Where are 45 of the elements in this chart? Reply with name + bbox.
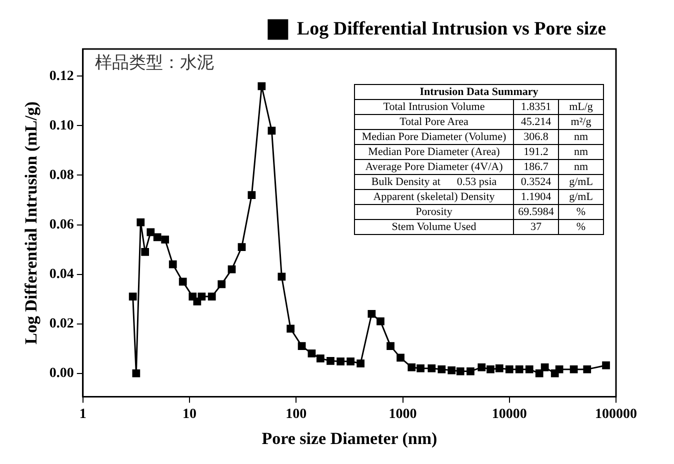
y-axis-title: Log Differential Intrusion (mL/g) (22, 101, 41, 344)
annotation: Average Pore Diameter (4V/A) (354, 160, 514, 174)
annotation: % (558, 220, 604, 234)
annotation: Intrusion Data Summary (354, 84, 604, 100)
annotation: Total Pore Area (354, 114, 514, 130)
x-tick-label: 10000 (492, 406, 527, 422)
x-tick-label: 100000 (595, 406, 637, 422)
legend-label: Log Differential Intrusion vs Pore size (296, 18, 606, 40)
annotation: nm (558, 130, 604, 144)
annotation: 69.5984 (514, 204, 558, 220)
y-tick-label: 0.06 (49, 217, 74, 232)
annotation: 1.8351 (514, 100, 558, 114)
y-tick-label: 0.12 (49, 68, 74, 84)
y-tick-label: 0.10 (49, 118, 74, 134)
annotation: m²/g (558, 114, 604, 130)
chart-title: 样品类型：水泥 (94, 52, 214, 73)
annotation: Median Pore Diameter (Volume) (354, 130, 514, 144)
y-tick-label: 0.04 (49, 266, 74, 282)
annotation: 0.3524 (514, 174, 558, 190)
annotation: 191.2 (514, 144, 558, 160)
annotation: Stem Volume Used (354, 220, 514, 234)
annotation: 186.7 (514, 160, 558, 174)
x-tick-label: 10 (182, 406, 197, 422)
annotation: 37 (514, 220, 558, 234)
y-tick-label: 0.00 (49, 366, 74, 381)
annotation: mL/g (558, 100, 604, 114)
x-tick-label: 1 (79, 406, 86, 422)
x-tick-label: 1000 (388, 406, 417, 422)
annotation: % (558, 204, 604, 220)
annotation: 306.8 (514, 130, 558, 144)
annotation: Porosity (354, 204, 514, 220)
annotation: nm (558, 144, 604, 160)
annotation: Median Pore Diameter (Area) (354, 144, 514, 160)
annotation: Total Intrusion Volume (354, 100, 514, 114)
y-tick-label: 0.08 (49, 168, 74, 183)
annotation: g/mL (558, 190, 604, 204)
x-axis-title: Pore size Diameter (nm) (262, 429, 438, 448)
x-tick-label: 100 (286, 406, 307, 422)
annotation: 1.1904 (514, 190, 558, 204)
annotation: Bulk Density at 0.53 psia (354, 174, 514, 190)
annotation: Apparent (skeletal) Density (354, 190, 514, 204)
y-tick-label: 0.02 (49, 316, 74, 332)
annotation: 45.214 (514, 114, 558, 130)
annotation: g/mL (558, 174, 604, 190)
annotation: nm (558, 160, 604, 174)
